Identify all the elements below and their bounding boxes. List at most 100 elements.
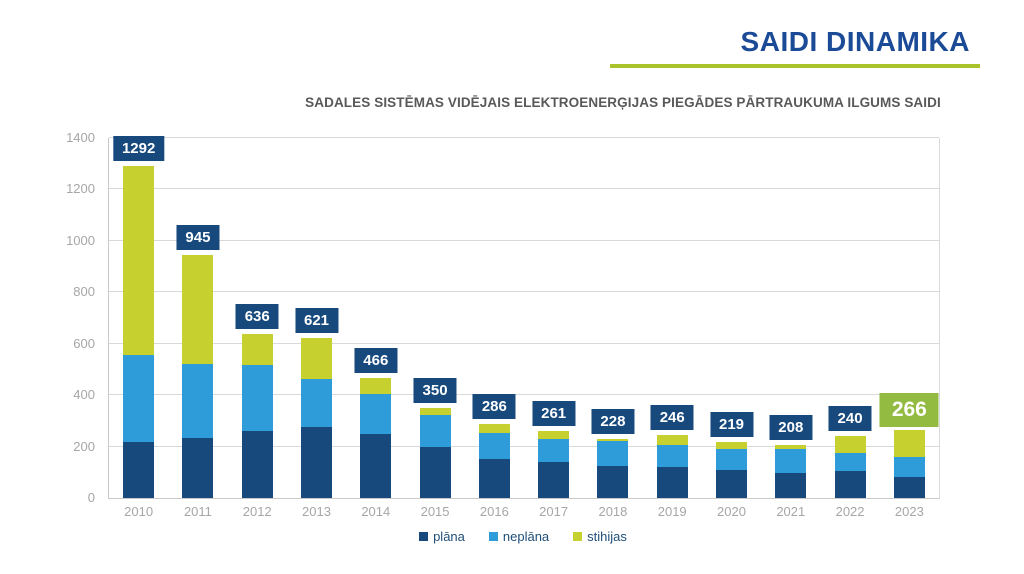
y-axis-tick-label: 600 [73,335,95,351]
bar-segment-neplāna [538,438,570,462]
bar-segment-plāna [775,472,807,498]
bar-segment-stihijas [538,430,570,439]
x-axis-tick-label: 2014 [361,504,391,519]
bar-segment-plāna [241,430,273,498]
bar-2019 [656,434,688,498]
bar-2011 [182,255,214,498]
gridline [109,239,939,241]
legend: plāna neplāna stihijas [108,529,938,544]
bar-segment-plāna [478,458,510,498]
bar-segment-stihijas [597,439,629,442]
bar-total-label: 266 [879,392,939,427]
bar-segment-plāna [538,462,570,498]
x-axis-tick-label: 2021 [776,504,806,519]
chart-subtitle: SADALES SISTĒMAS VIDĒJAIS ELEKTROENERĢIJ… [305,95,941,110]
gridline [109,445,939,447]
bar-segment-stihijas [893,429,925,457]
bar-2015 [419,408,451,498]
x-axis-tick-label: 2013 [302,504,331,519]
bar-segment-stihijas [775,444,807,450]
bar-total-label: 621 [294,308,339,334]
x-axis-tick-label: 2019 [657,504,687,519]
bar-2022 [834,436,866,498]
bar-2017 [538,430,570,498]
bar-segment-neplāna [301,378,332,427]
bar-total-label: 636 [235,304,279,330]
x-axis-tick-label: 2012 [242,504,272,519]
bar-segment-neplāna [241,364,273,431]
y-axis-tick-label: 400 [73,387,95,403]
y-axis-tick-label: 0 [87,490,95,505]
bar-segment-stihijas [182,255,214,364]
bar-2023 [893,429,925,498]
bar-segment-plāna [893,476,925,498]
bar-segment-plāna [419,446,451,498]
bar-segment-neplāna [182,363,214,439]
y-axis-tick-label: 800 [73,284,95,300]
bar-segment-neplāna [656,445,688,468]
bar-total-label: 1292 [112,135,165,161]
legend-swatch-icon [573,532,583,541]
legend-item-stihijas: stihijas [573,529,627,544]
bar-segment-plāna [301,426,332,498]
bar-segment-neplāna [419,414,451,447]
bar-segment-neplāna [834,453,866,471]
y-axis-tick-label: 200 [73,438,95,454]
bar-2012 [241,334,273,498]
x-axis-tick-label: 2023 [894,504,924,519]
legend-item-neplāna: neplāna [488,529,550,544]
bar-2020 [716,441,747,498]
bar-total-label: 208 [769,414,813,440]
bar-segment-neplāna [360,393,392,434]
bar-total-label: 246 [650,404,694,430]
bar-total-label: 286 [472,394,516,420]
bar-total-label: 228 [591,409,635,435]
x-axis-tick-label: 2011 [183,504,212,519]
bar-total-label: 945 [176,225,220,250]
bar-segment-neplāna [893,456,925,477]
gridline [109,291,939,293]
gridline [109,188,939,190]
bar-total-label: 240 [828,406,872,432]
x-axis-tick-label: 2017 [539,504,569,519]
gridline [109,342,939,344]
bar-2013 [301,338,332,498]
bar-segment-stihijas [656,434,688,446]
x-axis-tick-label: 2018 [598,504,628,519]
bar-segment-neplāna [716,449,747,470]
title-underline [610,64,980,68]
bar-segment-stihijas [419,408,451,415]
y-axis-tick-label: 1000 [66,232,95,248]
bar-2021 [775,444,807,498]
bar-2014 [360,378,392,498]
legend-label: neplāna [502,529,550,544]
plot-area: 0 200 400 600 800 1000 1200 1400 1292 2010 945 2011… [66,130,940,519]
bar-total-label: 466 [354,348,398,374]
bar-2016 [478,424,510,498]
legend-swatch-icon [488,532,498,541]
bar-segment-plāna [182,438,214,498]
y-axis-tick-label: 1400 [66,130,95,145]
page-title: SAIDI DINAMIKA [740,26,970,57]
bar-segment-plāna [123,441,155,498]
x-axis-tick-label: 2016 [479,504,509,519]
bar-segment-stihijas [301,338,332,379]
bar-segment-plāna [597,466,629,498]
bar-segment-stihijas [834,436,866,454]
bar-segment-stihijas [360,378,392,394]
bar-segment-stihijas [241,334,273,365]
bar-2010 [123,165,155,498]
bar-segment-plāna [656,467,688,498]
bar-segment-stihijas [716,441,747,450]
legend-item-plāna: plāna [419,529,465,544]
x-axis-tick-label: 2022 [835,504,865,519]
bar-segment-neplāna [123,355,155,442]
gridline [109,394,939,396]
bar-2018 [597,439,629,498]
bar-total-label: 261 [532,400,576,426]
bar-segment-neplāna [478,433,510,459]
bar-total-label: 219 [709,411,754,437]
legend-label: plāna [433,529,465,544]
bar-segment-stihijas [478,424,510,434]
